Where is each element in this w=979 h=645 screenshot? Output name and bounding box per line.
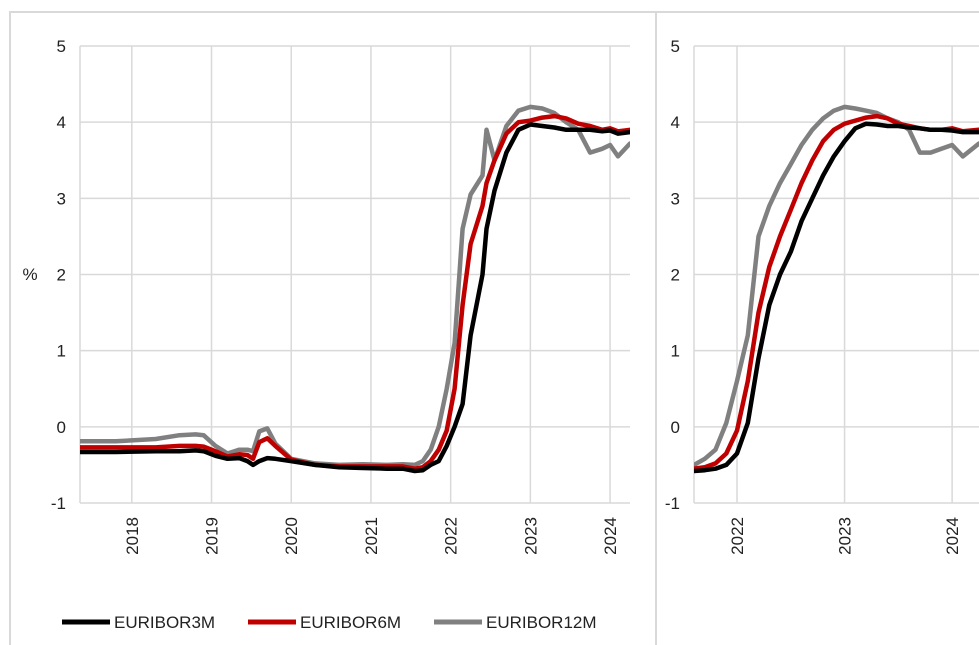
x-tick-label: 2022: [728, 517, 747, 555]
legend-label-euribor12m: EURIBOR12M: [486, 613, 597, 632]
y-tick-label: 3: [57, 189, 66, 208]
x-tick-label: 2024: [943, 517, 962, 555]
y-tick-label: 4: [57, 113, 66, 132]
x-tick-label: 2019: [203, 517, 222, 555]
series-line-euribor6m: [80, 113, 630, 471]
x-tick-label: 2018: [123, 517, 142, 555]
y-axis-label: %: [22, 265, 37, 284]
y-tick-label: -1: [51, 494, 66, 513]
y-tick-label: 0: [671, 418, 680, 437]
series-line-euribor12m: [80, 104, 630, 468]
y-tick-label: 1: [671, 342, 680, 361]
right-panel: -1 0 1 2 3 4 5 2022 2023 2024: [665, 37, 979, 555]
x-tick-label: 2023: [521, 517, 540, 555]
y-tick-label: 2: [671, 266, 680, 285]
y-tick-label: 0: [57, 418, 66, 437]
x-tick-label: 2022: [442, 517, 461, 555]
y-tick-label: 5: [57, 37, 66, 56]
left-panel-border: [9, 11, 657, 645]
y-tick-label: 3: [671, 189, 680, 208]
legend-label-euribor6m: EURIBOR6M: [300, 613, 401, 632]
y-tick-label: 4: [671, 113, 680, 132]
y-tick-label: 5: [671, 37, 680, 56]
legend: EURIBOR3M EURIBOR6M EURIBOR12M: [62, 613, 597, 632]
y-tick-label: 1: [57, 342, 66, 361]
x-tick-label: 2023: [836, 517, 855, 555]
series-line-euribor3m: [694, 121, 979, 474]
y-tick-label: -1: [665, 494, 680, 513]
right-panel-border: [655, 11, 979, 645]
x-tick-label: 2021: [362, 517, 381, 555]
x-tick-label: 2024: [601, 517, 620, 555]
series-line-euribor12m: [694, 104, 979, 468]
y-tick-label: 2: [57, 266, 66, 285]
x-tick-label: 2020: [282, 517, 301, 555]
series-line-euribor3m: [80, 122, 630, 474]
left-panel: -1 0 1 2 3 4 5 2018 2019 2020 2021 2022 2023 2024: [51, 37, 630, 555]
legend-label-euribor3m: EURIBOR3M: [114, 613, 215, 632]
